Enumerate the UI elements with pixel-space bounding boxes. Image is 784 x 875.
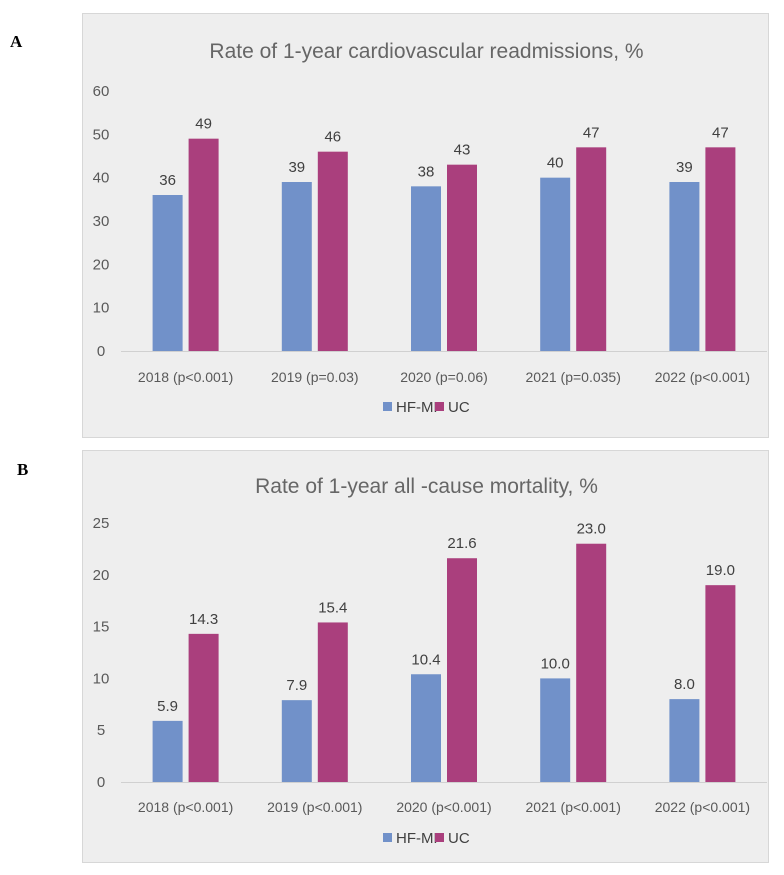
category-label: 2018 (p<0.001) bbox=[138, 369, 233, 385]
data-label: 49 bbox=[195, 116, 212, 133]
bar-uc-4 bbox=[705, 147, 736, 351]
data-label: 47 bbox=[583, 124, 600, 141]
y-tick-label: 30 bbox=[93, 213, 110, 230]
y-tick-label: 15 bbox=[93, 619, 110, 636]
category-label: 2018 (p<0.001) bbox=[138, 799, 233, 815]
category-label: 2019 (p<0.001) bbox=[267, 799, 362, 815]
bar-hf-mp-1 bbox=[281, 700, 312, 782]
bar-uc-1 bbox=[317, 622, 348, 782]
category-label: 2020 (p<0.001) bbox=[396, 799, 491, 815]
bar-hf-mp-3 bbox=[540, 678, 571, 782]
chart-title: Rate of 1-year cardiovascular readmissio… bbox=[209, 40, 643, 63]
data-label: 10.0 bbox=[541, 655, 570, 672]
legend-label: UC bbox=[448, 830, 470, 847]
chart-panel-b: Rate of 1-year all -cause mortality, % 0 5… bbox=[82, 450, 769, 863]
y-tick-label: 25 bbox=[93, 515, 110, 532]
data-label: 36 bbox=[159, 172, 176, 189]
chart-b: Rate of 1-year all -cause mortality, % 0 5… bbox=[93, 475, 767, 847]
bar-uc-0 bbox=[188, 633, 219, 782]
bar-hf-mp-2 bbox=[411, 674, 441, 782]
bar-hf-mp-4 bbox=[669, 699, 700, 782]
legend-label: HF-MP bbox=[396, 830, 444, 847]
bar-uc-0 bbox=[188, 138, 219, 351]
data-label: 14.3 bbox=[189, 611, 218, 628]
y-tick-label: 5 bbox=[97, 722, 105, 739]
legend-label: HF-MP bbox=[396, 399, 444, 416]
data-label: 39 bbox=[676, 159, 693, 176]
y-tick-label: 10 bbox=[93, 300, 110, 317]
y-tick-label: 0 bbox=[97, 774, 105, 791]
y-tick-label: 50 bbox=[93, 126, 110, 143]
bar-hf-mp-4 bbox=[669, 182, 700, 351]
panel-label-a: A bbox=[10, 32, 23, 51]
y-tick-label: 40 bbox=[93, 170, 110, 187]
y-tick-label: 10 bbox=[93, 670, 110, 687]
chart-panel-a: Rate of 1-year cardiovascular readmissio… bbox=[82, 13, 769, 438]
legend-label: UC bbox=[448, 399, 470, 416]
bar-hf-mp-1 bbox=[281, 182, 312, 351]
bar-uc-3 bbox=[576, 147, 607, 351]
data-label: 40 bbox=[547, 155, 564, 172]
y-tick-label: 60 bbox=[93, 83, 110, 100]
panel-label-b: B bbox=[17, 460, 29, 479]
data-label: 5.9 bbox=[157, 698, 178, 715]
bar-hf-mp-0 bbox=[152, 720, 183, 782]
category-label: 2021 (p=0.035) bbox=[526, 369, 621, 385]
bar-hf-mp-3 bbox=[540, 177, 571, 351]
category-label: 2020 (p=0.06) bbox=[400, 369, 488, 385]
bar-hf-mp-0 bbox=[152, 195, 183, 351]
category-label: 2022 (p<0.001) bbox=[655, 799, 750, 815]
legend-swatch-hf-mp bbox=[383, 833, 392, 842]
legend-swatch-uc bbox=[435, 402, 444, 411]
legend-swatch-hf-mp bbox=[383, 402, 392, 411]
legend-swatch-uc bbox=[435, 833, 444, 842]
y-tick-label: 20 bbox=[93, 256, 110, 273]
y-tick-label: 0 bbox=[97, 343, 105, 360]
chart-a: Rate of 1-year cardiovascular readmissio… bbox=[93, 40, 767, 416]
category-label: 2019 (p=0.03) bbox=[271, 369, 359, 385]
data-label: 19.0 bbox=[706, 562, 735, 579]
data-label: 46 bbox=[324, 129, 341, 146]
bar-hf-mp-2 bbox=[411, 186, 441, 351]
data-label: 10.4 bbox=[411, 651, 440, 668]
data-label: 38 bbox=[418, 163, 435, 180]
bar-uc-4 bbox=[705, 585, 736, 782]
data-label: 47 bbox=[712, 124, 729, 141]
data-label: 23.0 bbox=[577, 521, 606, 538]
data-label: 43 bbox=[454, 142, 471, 159]
category-label: 2021 (p<0.001) bbox=[526, 799, 621, 815]
bar-uc-2 bbox=[447, 164, 477, 351]
bar-uc-3 bbox=[576, 543, 607, 782]
data-label: 15.4 bbox=[318, 599, 347, 616]
data-label: 39 bbox=[288, 159, 305, 176]
category-label: 2022 (p<0.001) bbox=[655, 369, 750, 385]
chart-title: Rate of 1-year all -cause mortality, % bbox=[255, 475, 598, 498]
data-label: 8.0 bbox=[674, 676, 695, 693]
data-label: 7.9 bbox=[286, 677, 307, 694]
bar-uc-1 bbox=[317, 151, 348, 351]
y-tick-label: 20 bbox=[93, 567, 110, 584]
data-label: 21.6 bbox=[447, 535, 476, 552]
bar-uc-2 bbox=[447, 558, 477, 782]
